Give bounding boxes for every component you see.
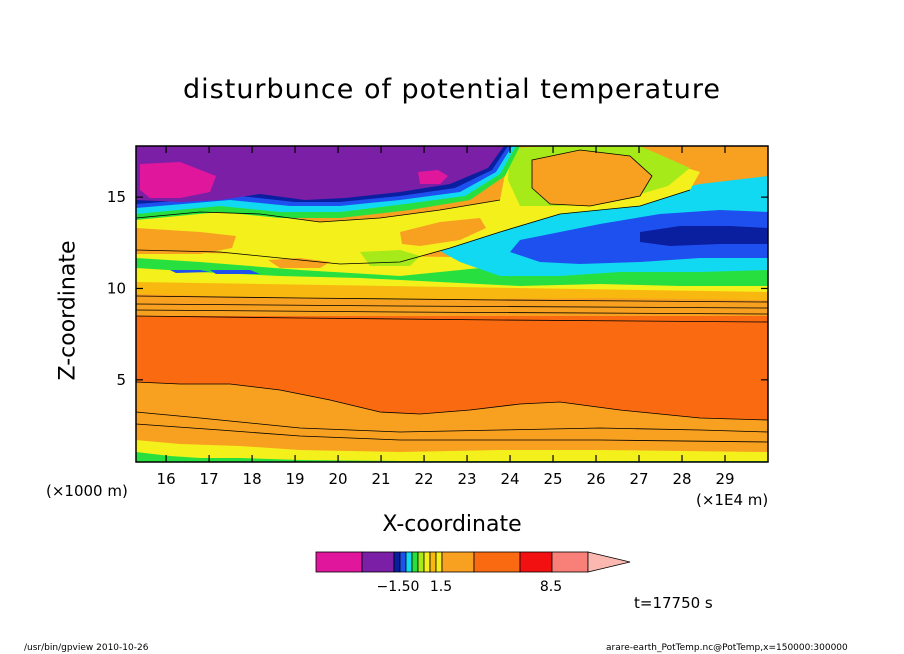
plot-field [136,146,768,462]
x-tick-label: 29 [715,470,734,488]
contour-line [136,381,768,421]
x-tick-label: 19 [286,470,305,488]
y-tick-label: 5 [116,371,126,389]
contour-line [136,199,501,223]
x-tick-label: 27 [629,470,648,488]
x-tick-label: 20 [329,470,348,488]
footer-right: arare-earth_PotTemp.nc@PotTemp,x=150000:… [606,643,848,653]
band-orange-blob-small [268,258,330,268]
contour-line [136,309,768,315]
colorbar-swatch [551,551,589,573]
x-ticks: 16 17 18 19 20 21 22 23 24 25 26 27 28 29 [157,146,735,488]
colorbar-swatch [405,551,413,573]
colorbar-swatch [417,551,425,573]
x-tick-label: 25 [543,470,562,488]
colorbar-swatch [435,551,443,573]
colorbar-swatch [411,551,419,573]
time-annotation: t=17750 s [634,594,713,612]
colorbar-label: −1.50 [377,579,420,595]
x-tick-label: 28 [672,470,691,488]
contour-line [136,303,768,309]
colorbar-arrow [587,551,631,573]
x-axis-label: X-coordinate [382,512,522,537]
colorbar: −1.50 1.5 8.5 [315,551,631,595]
contour-line [136,315,768,323]
band-magenta-left [140,162,216,198]
band-orange-blob-left [136,228,236,254]
band-magenta-right [418,170,448,184]
colorbar-swatch [423,551,431,573]
x-tick-label: 26 [586,470,605,488]
band-orange-blob-mid [400,218,486,246]
colorbar-swatch [393,551,401,573]
contour-line [136,189,691,265]
band-streak-2 [210,270,260,274]
x-tick-label: 17 [200,470,219,488]
chart-title: disturbunce of potential temperature [183,74,721,105]
footer-left: /usr/bin/gpview 2010-10-26 [24,643,149,653]
colorbar-swatch [441,551,475,573]
x-unit-right: (×1E4 m) [696,491,769,509]
band-orange-blob-upper [532,150,652,206]
x-tick-label: 16 [157,470,176,488]
colorbar-label: 1.5 [430,579,452,595]
colorbar-swatch [399,551,407,573]
x-tick-label: 23 [458,470,477,488]
x-tick-label: 22 [415,470,434,488]
plot-frame [135,145,769,463]
colorbar-swatch [361,551,395,573]
y-tick-label: 15 [107,188,126,206]
x-tick-label: 21 [372,470,391,488]
colorbar-swatch [473,551,521,573]
band-lime-left [360,250,420,266]
band-blue-right [510,210,768,264]
band-yellow-ground [136,440,768,462]
band-green-ground [136,452,768,462]
contour-line [136,423,768,443]
x-tick-label: 18 [243,470,262,488]
x-tick-label: 24 [500,470,519,488]
colorbar-swatch [519,551,553,573]
contour-line [136,295,768,303]
band-darkblue-right [640,226,768,246]
y-ticks: 5 10 15 [107,188,768,389]
contour-line [136,411,768,433]
contour-line [531,149,653,207]
band-streak [170,270,210,273]
x-unit-left: (×1000 m) [46,482,128,500]
band-darkorange-lower [136,316,768,420]
band-purple-upper [136,146,504,202]
colorbar-label: 8.5 [540,579,562,595]
y-tick-label: 10 [107,279,126,297]
colorbar-swatch [315,551,363,573]
colorbar-swatch [429,551,437,573]
band-lightorange-mid [136,282,768,300]
